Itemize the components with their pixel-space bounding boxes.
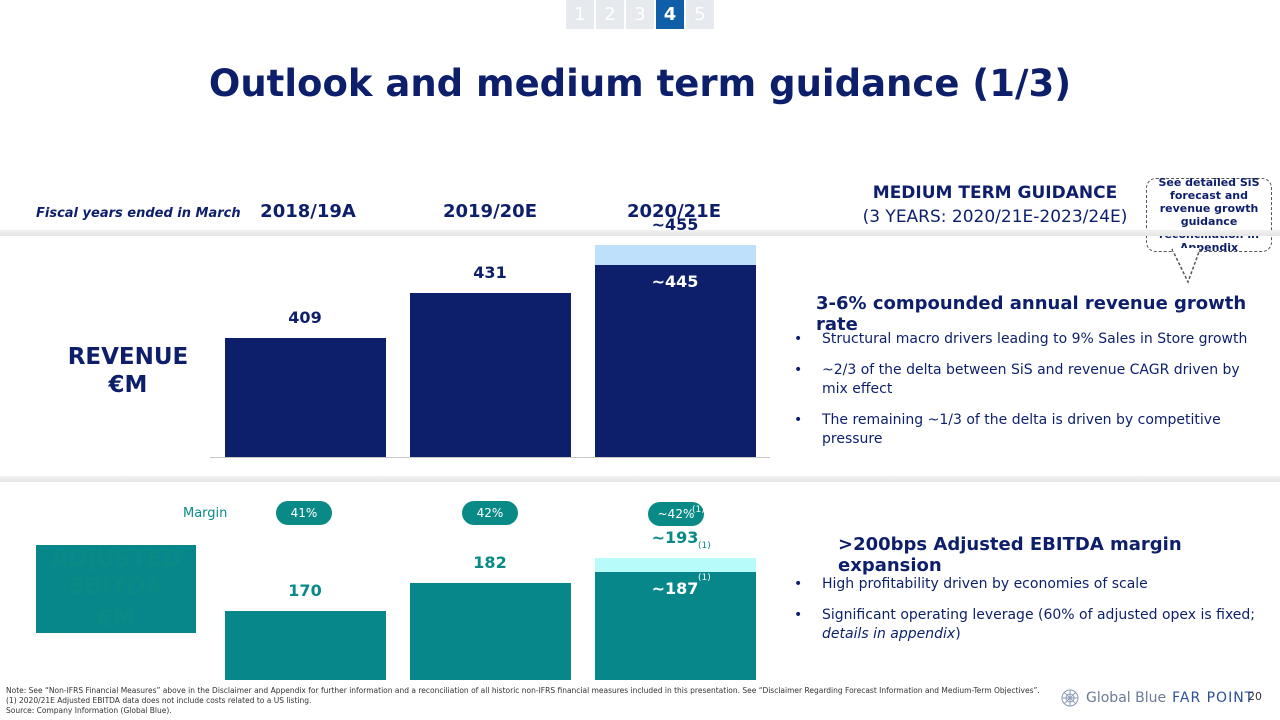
- page-title: Outlook and medium term guidance (1/3): [208, 62, 1072, 105]
- margin-pill-2019: 42%: [462, 501, 518, 525]
- guidance-title: MEDIUM TERM GUIDANCE: [872, 183, 1118, 203]
- margin-pill-2020: ~42%: [648, 502, 704, 526]
- brand-global-blue: Global Blue: [1086, 690, 1167, 706]
- ebitda-label-line3: €M: [96, 606, 136, 632]
- callout-text: See detailed SiS forecast and revenue gr…: [1158, 176, 1260, 254]
- margin-pill-2018: 41%: [276, 501, 332, 525]
- ebitda-bar-2020: [595, 571, 756, 680]
- revenue-label-2020: ~445: [651, 272, 699, 292]
- revenue-axis: [210, 457, 770, 458]
- appendix-callout: See detailed SiS forecast and revenue gr…: [1146, 176, 1272, 254]
- revenue-label-2020-upside: ~455: [651, 214, 699, 234]
- revenue-bullet-1: Structural macro drivers leading to 9% S…: [790, 330, 1260, 349]
- tab-4-active[interactable]: 4: [656, 0, 684, 29]
- footnote-1: Note: See “Non-IFRS Financial Measures” …: [6, 686, 1040, 695]
- ebitda-footnote-marker-1: (1): [698, 573, 711, 583]
- revenue-bar-2020-upside: [595, 244, 756, 266]
- footnote-3: Source: Company Information (Global Blue…: [6, 706, 172, 715]
- ebitda-label-2018: 170: [288, 581, 322, 600]
- ebitda-bullet-1: High profitability driven by economies o…: [790, 575, 1260, 594]
- margin-label: Margin: [183, 506, 228, 521]
- ebitda-label-2020: ~187: [651, 578, 699, 598]
- ebitda-label-line2: EBITDA: [68, 574, 164, 600]
- ebitda-bar-2019: [410, 583, 571, 680]
- revenue-chart: 409 431 ~445 ~455: [210, 215, 770, 458]
- fiscal-note: Fiscal years ended in March: [36, 206, 241, 221]
- ebitda-bullet-2-link: details in appendix: [822, 626, 956, 642]
- brand-far-point: FAR POINT: [1172, 690, 1255, 706]
- tab-5[interactable]: 5: [686, 0, 714, 29]
- year-label-2018: 2018/19A: [260, 201, 356, 222]
- separator-middle: [0, 476, 1280, 482]
- revenue-bullet-3: The remaining ~1/3 of the delta is drive…: [790, 411, 1260, 449]
- ebitda-footnote-marker-2: (1): [698, 541, 711, 551]
- ebitda-bullet-2-main: Significant operating leverage (60% of a…: [822, 607, 1256, 623]
- globe-logo-icon: [1061, 689, 1079, 707]
- separator-top: [0, 230, 1280, 236]
- ebitda-bullet-2: Significant operating leverage (60% of a…: [790, 606, 1260, 644]
- tab-3[interactable]: 3: [626, 0, 654, 29]
- revenue-heading: 3-6% compounded annual revenue growth ra…: [816, 293, 1247, 335]
- ebitda-heading: >200bps Adjusted EBITDA margin expansion: [838, 534, 1182, 576]
- revenue-bar-2019: [410, 293, 571, 457]
- year-label-2019: 2019/20E: [442, 201, 538, 222]
- revenue-bar-2020: [595, 265, 756, 457]
- ebitda-label-2020-upside: ~193: [651, 528, 699, 548]
- revenue-label-line1: REVENUE: [67, 344, 189, 370]
- ebitda-row-label: ADJUSTED EBITDA €M: [36, 545, 196, 633]
- ebitda-label-2019: 182: [473, 553, 507, 573]
- section-tabs: 1 2 3 4 5: [566, 0, 714, 29]
- ebitda-bullet-2-end: ): [955, 626, 961, 642]
- ebitda-chart: 170 182 ~187 ~193 (1) (1): [210, 528, 770, 680]
- guidance-subtitle: (3 YEARS: 2020/21E-2023/24E): [862, 207, 1128, 227]
- revenue-bullet-2: ~2/3 of the delta between SiS and revenu…: [790, 361, 1260, 399]
- guidance-header: MEDIUM TERM GUIDANCE (3 YEARS: 2020/21E-…: [850, 181, 1140, 229]
- tab-1[interactable]: 1: [566, 0, 594, 29]
- revenue-label-2019: 431: [473, 263, 507, 283]
- callout-tail: [1171, 248, 1201, 284]
- ebitda-bullets: High profitability driven by economies o…: [790, 575, 1260, 656]
- revenue-row-label: REVENUE €M: [58, 343, 198, 399]
- tab-2[interactable]: 2: [596, 0, 624, 29]
- revenue-bullets: Structural macro drivers leading to 9% S…: [790, 330, 1260, 461]
- brand-logo: Global Blue FAR POINT: [1060, 688, 1254, 708]
- revenue-bar-2018: [225, 337, 386, 457]
- year-label-2020: 2020/21E: [626, 201, 722, 222]
- ebitda-bar-2018: [225, 611, 386, 680]
- ebitda-bar-2020-upside: [595, 558, 756, 572]
- revenue-label-2018: 409: [288, 307, 322, 327]
- footnote-2: (1) 2020/21E Adjusted EBITDA data does n…: [6, 696, 312, 705]
- margin-footnote-marker: (1): [692, 505, 705, 515]
- ebitda-label-line1: ADJUSTED: [50, 546, 182, 572]
- page-number: 20: [1248, 690, 1262, 703]
- revenue-label-line2: €M: [108, 372, 148, 398]
- footnotes: Note: See “Non-IFRS Financial Measures” …: [6, 686, 1046, 716]
